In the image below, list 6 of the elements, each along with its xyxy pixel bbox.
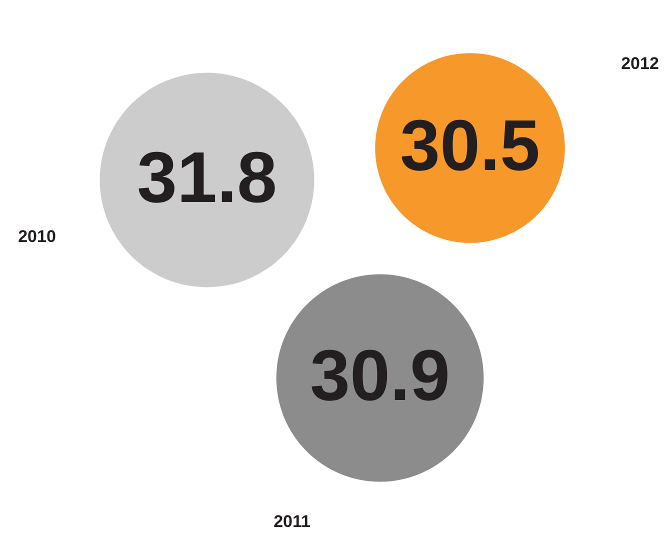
data-label: 30.9: [310, 336, 450, 416]
category-label: 2012: [621, 54, 659, 73]
data-label: 31.8: [136, 138, 278, 218]
data-label: 30.5: [400, 106, 540, 186]
category-label: 2011: [274, 512, 310, 531]
category-label: 2010: [18, 227, 56, 246]
